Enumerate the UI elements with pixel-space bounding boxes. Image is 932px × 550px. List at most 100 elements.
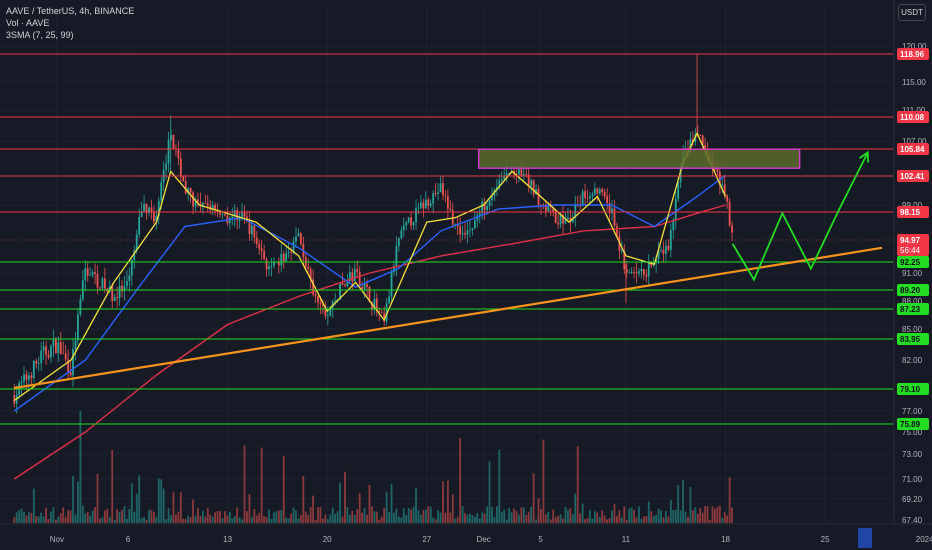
volume-bar — [699, 507, 702, 523]
candle-body — [45, 346, 47, 355]
volume-bar — [140, 518, 143, 523]
candle-body — [393, 266, 395, 272]
candle-body — [287, 252, 290, 254]
candle-body — [567, 217, 569, 220]
volume-bar — [491, 506, 493, 523]
candle-body — [285, 252, 288, 262]
time-axis-tick-label: 27 — [422, 535, 431, 544]
candle-body — [628, 272, 631, 274]
candle-body — [74, 340, 77, 350]
support-level-badge — [897, 333, 929, 345]
volume-bar — [353, 515, 356, 523]
volume-bar — [368, 484, 371, 523]
candle-body — [241, 212, 243, 218]
candle-body — [219, 211, 221, 215]
volume-bar — [422, 510, 425, 523]
candle-body — [481, 202, 484, 214]
volume-bar — [400, 517, 403, 523]
volume-bar — [647, 501, 650, 523]
volume-bar — [209, 514, 212, 523]
candle-body — [623, 250, 626, 270]
volume-bar — [598, 517, 601, 523]
volume-bar — [292, 507, 295, 523]
volume-bar — [67, 510, 70, 523]
volume-bar — [557, 515, 560, 523]
volume-bar — [123, 506, 126, 523]
candle-body — [402, 225, 405, 231]
candle-body — [574, 204, 577, 218]
price-axis-tick-label: 120.00 — [902, 42, 927, 51]
candle-body — [62, 353, 65, 355]
candle-body — [537, 189, 540, 205]
candle-body — [35, 360, 38, 364]
current-price-badge — [897, 234, 929, 256]
volume-bar — [427, 506, 430, 523]
candle-body — [422, 202, 425, 209]
time-axis-tick-label: 5 — [538, 535, 543, 544]
candle-body — [429, 203, 432, 206]
volume-bar — [189, 517, 192, 523]
volume-bar — [429, 506, 432, 523]
volume-bar — [150, 509, 153, 523]
candle-body — [290, 252, 292, 254]
candle-body — [630, 272, 633, 273]
price-axis-tick-label: 67.40 — [902, 516, 923, 525]
candle-body — [201, 203, 204, 206]
volume-bar — [718, 505, 721, 523]
volume-bar — [45, 507, 47, 523]
volume-bar — [731, 507, 733, 523]
candle-body — [559, 215, 562, 225]
volume-bar — [192, 499, 194, 523]
volume-bar — [260, 447, 263, 523]
volume-bar — [635, 517, 638, 523]
candle-body — [446, 196, 449, 209]
candle-body — [366, 283, 368, 287]
scroll-to-realtime-button[interactable] — [858, 528, 872, 548]
candle-body — [522, 174, 525, 176]
candle-body — [273, 261, 275, 266]
candle-body — [397, 238, 400, 246]
volume-bar — [608, 518, 611, 523]
resistance-level-badge — [897, 111, 929, 123]
volume-bar — [535, 519, 537, 523]
volume-bar — [483, 513, 486, 523]
candle-body — [177, 149, 180, 159]
sma-indicator-label: 3SMA (7, 25, 99) — [6, 30, 74, 40]
candle-body — [319, 302, 322, 304]
volume-bar — [544, 514, 547, 523]
candle-body — [608, 203, 611, 214]
volume-bar — [243, 445, 246, 523]
candle-body — [30, 375, 33, 378]
candle-body — [57, 342, 60, 354]
currency-selector[interactable]: USDT — [898, 4, 926, 21]
volume-bar — [238, 517, 241, 523]
volume-bar — [682, 480, 684, 523]
candle-body — [642, 268, 645, 275]
candle-body — [469, 230, 471, 231]
candle-body — [89, 275, 92, 276]
volume-bar — [99, 518, 101, 523]
price-axis-tick-label: 91.00 — [902, 269, 923, 278]
resistance-level-badge — [897, 206, 929, 218]
volume-bar — [72, 476, 74, 523]
candle-body — [442, 183, 444, 196]
volume-bar — [329, 514, 332, 523]
candle-body — [527, 174, 530, 187]
candle-body — [135, 234, 138, 251]
candle-body — [25, 374, 28, 380]
candle-body — [236, 210, 239, 221]
volume-bar — [182, 518, 185, 523]
volume-bar — [478, 518, 481, 523]
candle-body — [140, 211, 143, 218]
volume-bar — [591, 518, 594, 523]
volume-bar — [420, 514, 422, 523]
volume-bar — [265, 516, 268, 523]
volume-bar — [145, 519, 148, 523]
candle-body — [505, 173, 508, 176]
volume-bar — [378, 519, 381, 523]
candle-body — [77, 314, 79, 341]
candle-body — [143, 204, 145, 212]
candle-body — [613, 208, 616, 226]
